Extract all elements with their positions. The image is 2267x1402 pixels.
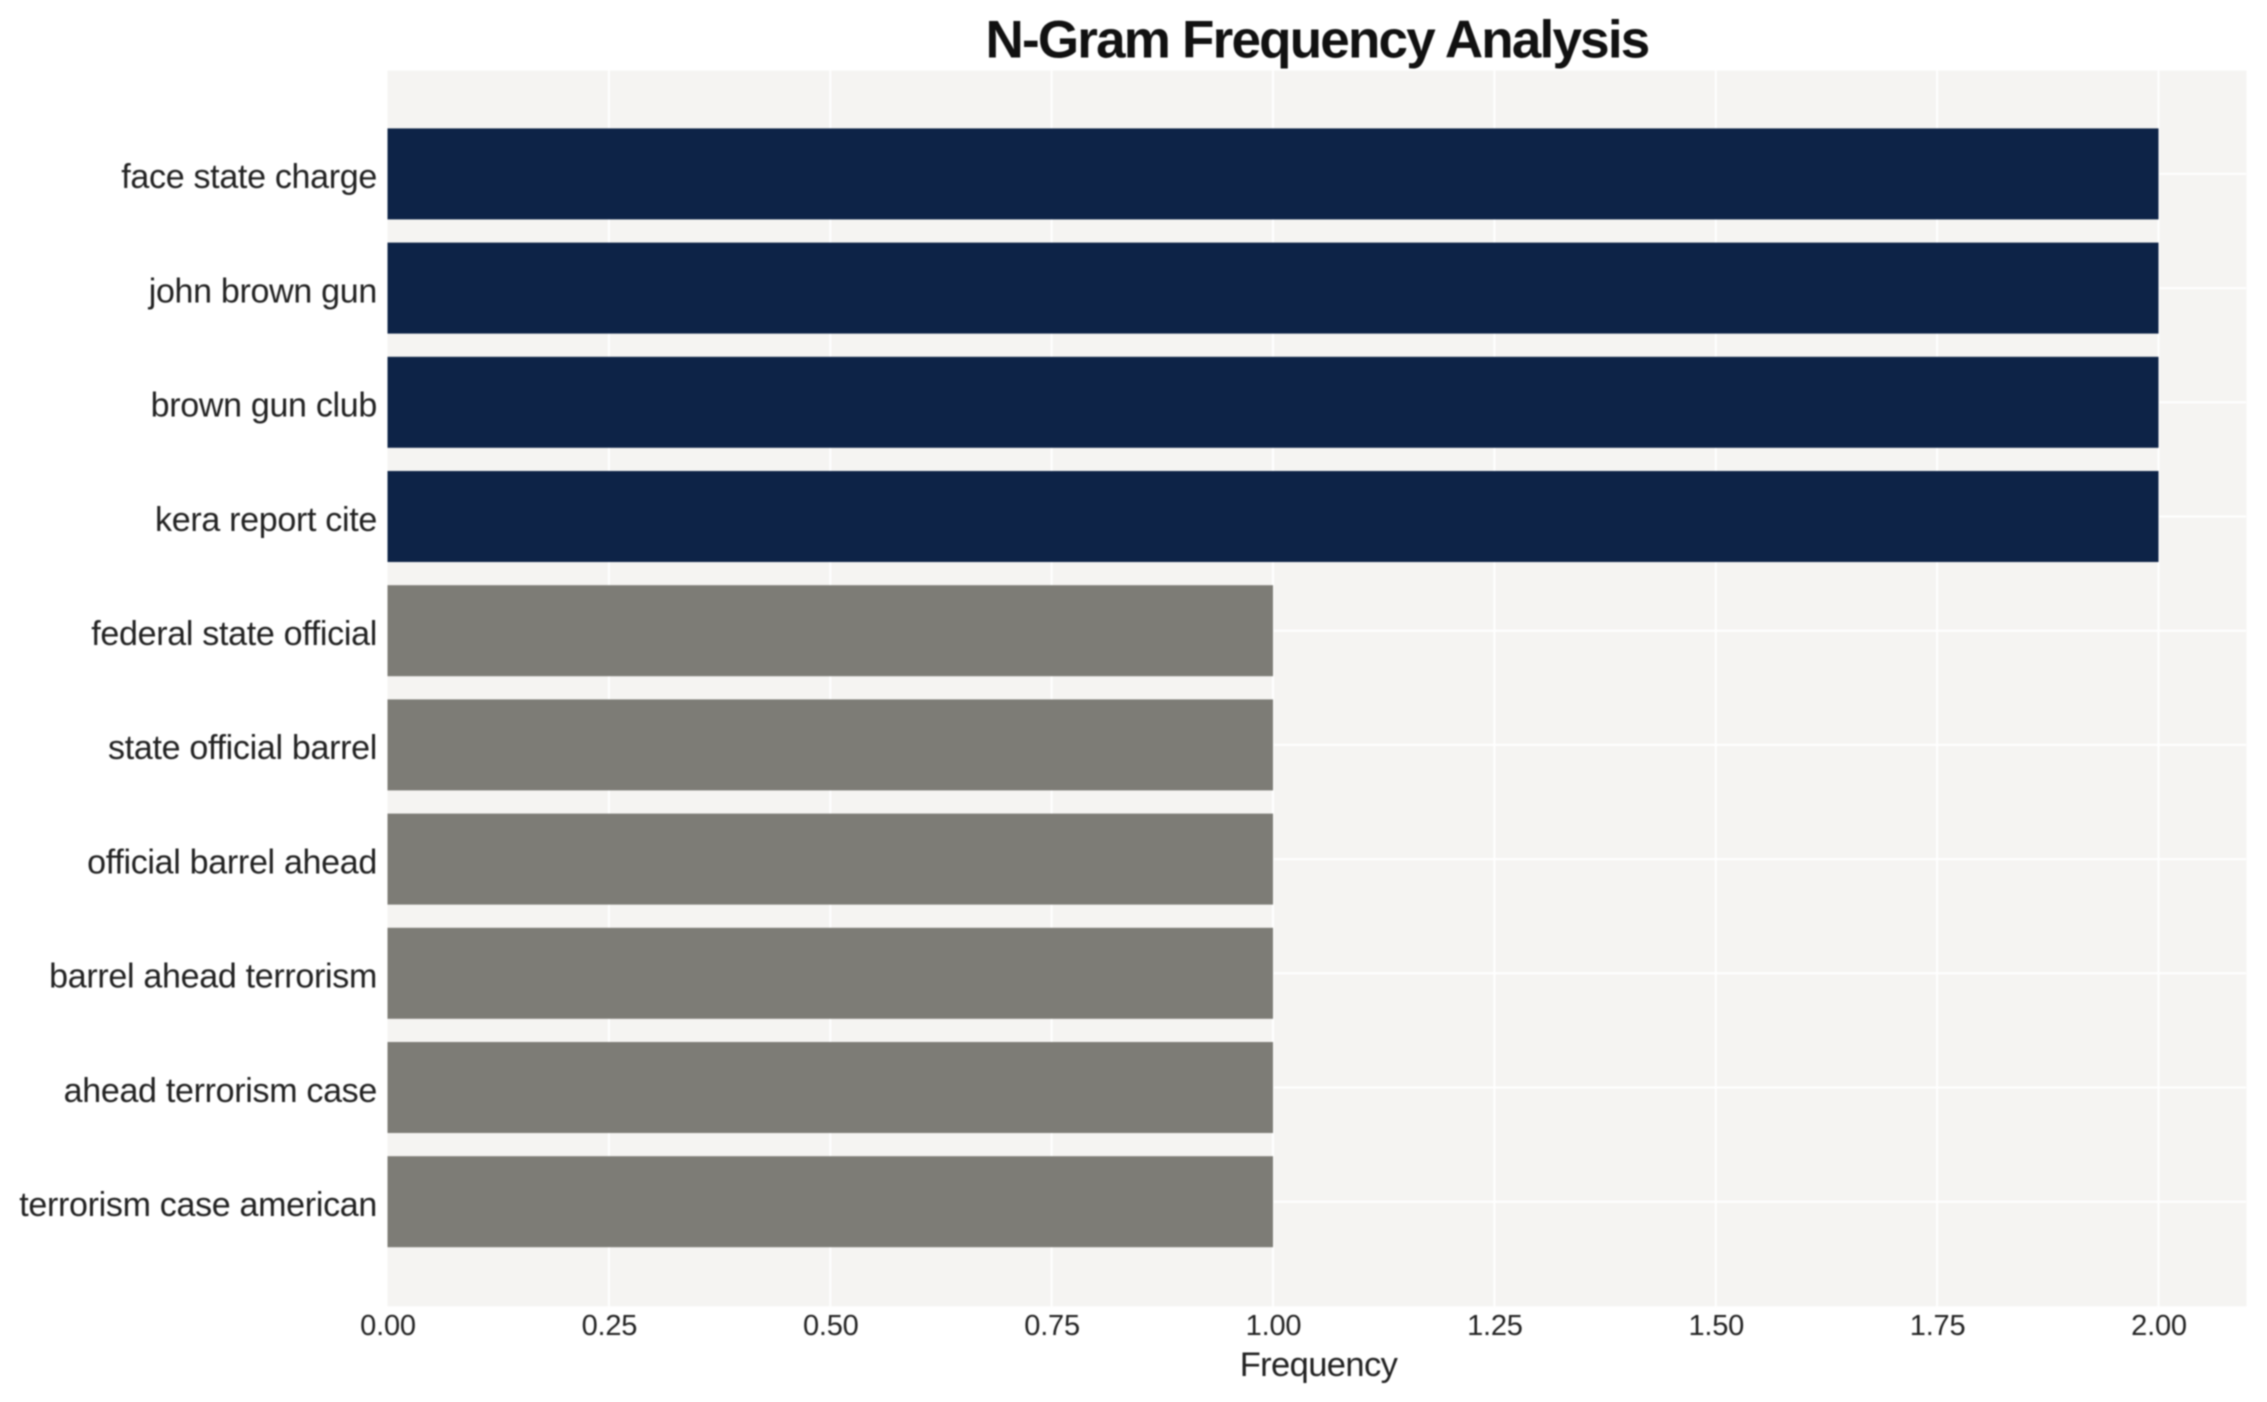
svg-text:brown gun club: brown gun club xyxy=(151,387,377,425)
svg-text:0.75: 0.75 xyxy=(1024,1310,1080,1342)
svg-text:federal state official: federal state official xyxy=(91,615,377,653)
svg-text:1.00: 1.00 xyxy=(1246,1310,1302,1342)
svg-text:N-Gram Frequency Analysis: N-Gram Frequency Analysis xyxy=(986,11,1649,70)
svg-text:Frequency: Frequency xyxy=(1240,1346,1399,1384)
svg-text:1.50: 1.50 xyxy=(1688,1310,1744,1342)
svg-text:barrel ahead terrorism: barrel ahead terrorism xyxy=(49,958,377,996)
svg-text:ahead terrorism case: ahead terrorism case xyxy=(64,1072,377,1110)
svg-text:2.00: 2.00 xyxy=(2131,1310,2187,1342)
svg-text:john brown gun: john brown gun xyxy=(148,272,377,310)
svg-text:0.50: 0.50 xyxy=(803,1310,859,1342)
svg-text:face state charge: face state charge xyxy=(121,158,377,196)
svg-text:1.25: 1.25 xyxy=(1467,1310,1523,1342)
svg-text:0.00: 0.00 xyxy=(360,1310,416,1342)
svg-text:0.25: 0.25 xyxy=(582,1310,638,1342)
svg-text:state official barrel: state official barrel xyxy=(108,729,377,767)
svg-text:terrorism case american: terrorism case american xyxy=(19,1186,377,1224)
svg-text:official barrel ahead: official barrel ahead xyxy=(87,843,377,881)
svg-text:1.75: 1.75 xyxy=(1910,1310,1966,1342)
svg-text:kera report cite: kera report cite xyxy=(155,501,377,539)
